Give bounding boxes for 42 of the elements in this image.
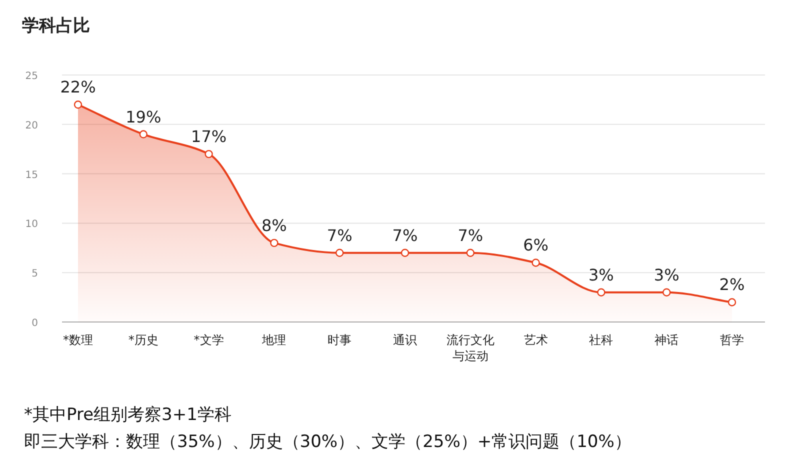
x-tick-label: 哲学 — [720, 333, 744, 347]
data-label: 19% — [126, 107, 162, 126]
point — [597, 288, 606, 296]
data-label: 6% — [523, 236, 548, 255]
x-tick-label: *历史 — [128, 333, 158, 347]
point — [204, 150, 213, 158]
y-tick-label: 5 — [32, 268, 38, 280]
chart-title: 学科占比 — [22, 16, 90, 36]
x-tick-label: *数理 — [63, 333, 93, 347]
x-tick-label: 时事 — [328, 333, 352, 347]
x-tick-label: 流行文化与运动 — [446, 333, 494, 363]
point — [466, 248, 474, 257]
data-label: 2% — [719, 275, 745, 294]
y-tick-label: 0 — [32, 318, 38, 329]
point — [662, 288, 671, 296]
point — [139, 130, 148, 138]
point — [270, 238, 278, 248]
y-tick-label: 25 — [25, 71, 38, 82]
x-tick-label: 地理 — [261, 333, 286, 347]
point — [336, 248, 344, 257]
x-tick-label: 社科 — [589, 333, 614, 347]
x-tick-label: *文学 — [194, 333, 224, 347]
point — [532, 258, 540, 267]
data-label: 17% — [191, 127, 227, 146]
data-label: 3% — [588, 265, 614, 284]
data-label: 8% — [262, 216, 287, 235]
x-tick-label: 艺术 — [524, 333, 548, 347]
y-tick-label: 20 — [25, 120, 38, 132]
text: *其中Pre组别考察3+1学科 — [24, 405, 232, 425]
point — [74, 100, 82, 109]
y-tick-label: 10 — [25, 219, 38, 230]
data-label: 7% — [458, 226, 484, 245]
data-label: 3% — [654, 265, 680, 284]
x-tick-label: 通识 — [393, 333, 417, 347]
data-label: 7% — [392, 226, 418, 245]
y-tick-label: 15 — [25, 170, 38, 181]
text: 即三大学科：数理（35%）、历史（30%）、文学（25%）+常识问题（10%） — [24, 432, 632, 452]
data-label: 7% — [326, 226, 352, 245]
point — [400, 248, 410, 257]
x-tick-label: 神话 — [654, 333, 679, 347]
point — [728, 298, 736, 306]
data-label: 22% — [60, 78, 96, 97]
